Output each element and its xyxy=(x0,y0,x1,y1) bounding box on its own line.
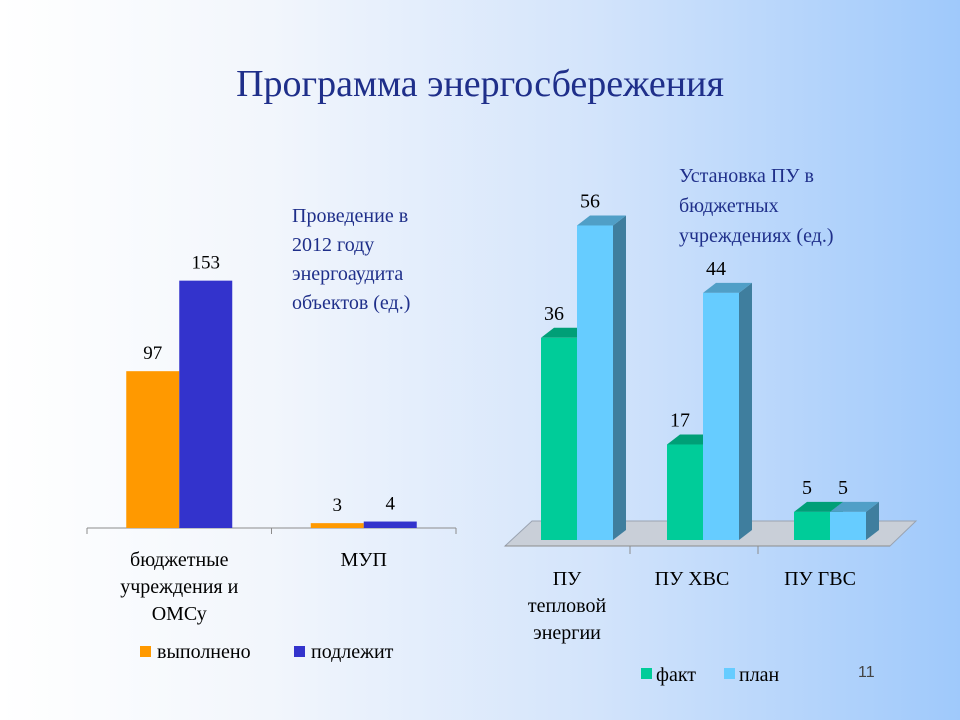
bar-side xyxy=(613,215,626,540)
bar-side xyxy=(866,501,879,540)
category-label: ПУ ГВС xyxy=(784,568,856,590)
category-label: ОМСу xyxy=(152,603,207,625)
category-label: энергии xyxy=(533,622,601,644)
bar-top xyxy=(703,282,752,293)
data-label: 44 xyxy=(706,258,726,280)
chart-annotation: объектов (ед.) xyxy=(292,292,410,314)
data-label: 153 xyxy=(192,253,221,274)
chart-annotation: Установка ПУ в xyxy=(679,165,814,187)
category-label: МУП xyxy=(341,549,387,571)
legend-swatch-подлежит xyxy=(294,646,305,657)
chart-annotation: энергоаудита xyxy=(292,263,403,285)
legend-swatch-факт xyxy=(641,668,652,679)
energy-audit-chart: 97 153 бюджетные учреждения и ОМСу 3 4 МУП Прове… xyxy=(86,205,457,663)
bar-top xyxy=(794,501,843,512)
chart-annotation: Проведение в xyxy=(292,205,408,227)
bar-front xyxy=(541,337,577,540)
chart-annotation: бюджетных xyxy=(679,195,779,217)
data-label: 5 xyxy=(838,477,848,499)
data-label: 5 xyxy=(802,477,812,499)
bar-top xyxy=(577,215,626,226)
data-label: 4 xyxy=(386,494,396,515)
legend-swatch-план xyxy=(724,668,735,679)
category-label: бюджетные xyxy=(130,549,229,571)
category-label: тепловой xyxy=(528,595,607,617)
bar-front xyxy=(830,511,866,540)
legend-label: план xyxy=(739,664,780,686)
legend-label: факт xyxy=(656,664,696,686)
legend-label: подлежит xyxy=(311,641,394,663)
bar-план xyxy=(577,215,626,540)
category-label: учреждения и xyxy=(120,576,238,598)
bar-front xyxy=(577,225,613,540)
slide-title: Программа энергосбережения xyxy=(236,63,724,105)
slide-number: 11 xyxy=(858,664,875,681)
category-label: ПУ xyxy=(553,568,582,590)
bar-план xyxy=(830,501,879,540)
data-label: 36 xyxy=(544,303,564,325)
chart-annotation: учреждениях (ед.) xyxy=(679,225,834,247)
bar-side xyxy=(739,282,752,540)
legend-label: выполнено xyxy=(157,641,251,663)
bar-front xyxy=(667,444,703,540)
data-label: 97 xyxy=(143,343,162,364)
bar-top xyxy=(830,501,879,512)
bar-план xyxy=(703,282,752,540)
data-label: 17 xyxy=(670,410,690,432)
data-label: 56 xyxy=(580,190,600,212)
bar-выполнено xyxy=(310,523,364,528)
bar-подлежит xyxy=(363,521,417,528)
chart-annotation: 2012 году xyxy=(292,234,374,256)
bar-выполнено xyxy=(126,371,180,528)
bar-front xyxy=(794,511,830,540)
bar-front xyxy=(703,292,739,540)
bar-подлежит xyxy=(179,280,233,528)
legend-swatch-выполнено xyxy=(140,646,151,657)
category-label: ПУ ХВС xyxy=(655,568,730,590)
data-label: 3 xyxy=(333,495,343,516)
